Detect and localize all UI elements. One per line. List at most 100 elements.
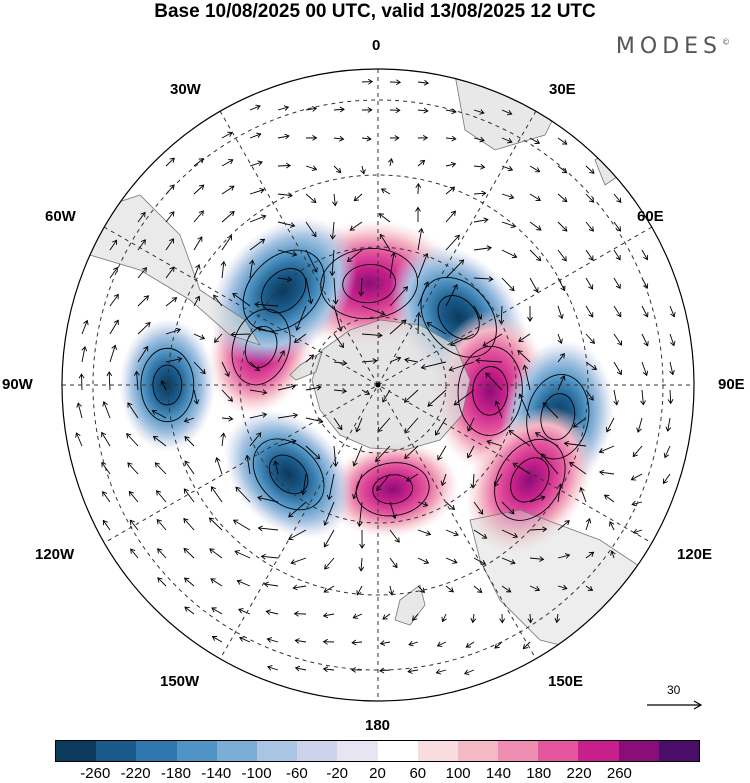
wind-arrow bbox=[641, 333, 649, 346]
chart-title: Base 10/08/2025 00 UTC, valid 13/08/2025… bbox=[154, 1, 596, 22]
colorbar-swatch bbox=[56, 741, 97, 761]
wind-arrow bbox=[417, 160, 425, 167]
wind-arrow bbox=[221, 159, 234, 167]
wind-arrow bbox=[137, 346, 149, 363]
wind-arrow bbox=[165, 297, 177, 307]
wind-arrow bbox=[156, 490, 167, 503]
wind-arrow bbox=[557, 554, 570, 559]
wind-arrow bbox=[165, 358, 182, 363]
wind-arrow bbox=[501, 137, 512, 143]
wind-arrow bbox=[233, 519, 251, 531]
wind-arrow bbox=[633, 529, 643, 534]
wind-arrow bbox=[246, 455, 251, 475]
colorbar-swatch bbox=[297, 741, 338, 761]
wind-arrow bbox=[613, 277, 621, 289]
wind-arrow bbox=[136, 371, 139, 391]
wind-arrow bbox=[408, 641, 419, 646]
wind-arrow bbox=[152, 410, 167, 419]
wind-arrow bbox=[417, 501, 428, 507]
wind-arrow bbox=[126, 433, 139, 447]
wind-arrow bbox=[517, 350, 531, 363]
wind-arrow bbox=[333, 417, 343, 430]
wind-arrow bbox=[249, 238, 265, 251]
wind-arrow bbox=[404, 389, 419, 403]
colorbar-swatch bbox=[96, 741, 137, 761]
wind-arrow bbox=[669, 389, 672, 404]
wind-arrow bbox=[129, 519, 139, 531]
streamline-contour bbox=[510, 457, 550, 503]
wind-arrow bbox=[380, 641, 391, 645]
brand-mark: © bbox=[722, 37, 730, 47]
wind-arrow bbox=[564, 442, 587, 447]
wind-arrow bbox=[437, 445, 447, 461]
wind-arrow bbox=[585, 361, 597, 370]
streamline-contour bbox=[526, 373, 590, 460]
wind-arrow bbox=[193, 236, 203, 251]
wind-arrow bbox=[193, 389, 198, 404]
wind-arrow bbox=[210, 578, 223, 587]
wind-arrow bbox=[249, 389, 267, 394]
wind-arrow bbox=[130, 548, 139, 559]
wind-arrow bbox=[529, 165, 540, 173]
wind-arrow bbox=[221, 417, 233, 420]
wind-arrow bbox=[193, 184, 205, 195]
wind-arrow bbox=[137, 239, 146, 251]
wind-arrow bbox=[231, 333, 251, 336]
wind-arrow bbox=[501, 249, 517, 258]
wind-arrow bbox=[193, 361, 206, 374]
wind-arrow bbox=[361, 333, 382, 336]
wind-arrow bbox=[237, 580, 251, 587]
wind-arrow bbox=[239, 637, 251, 643]
wind-arrow bbox=[184, 606, 195, 615]
wind-arrow bbox=[249, 105, 261, 111]
wind-arrow bbox=[445, 501, 455, 510]
wind-arrow bbox=[417, 585, 425, 593]
wind-arrow bbox=[356, 417, 363, 432]
wind-arrow bbox=[580, 487, 587, 503]
wind-arrow bbox=[183, 548, 195, 559]
wind-arrow bbox=[389, 557, 398, 568]
wind-arrow bbox=[102, 520, 111, 531]
wind-arrow bbox=[128, 491, 139, 503]
wind-arrow bbox=[157, 577, 167, 587]
wind-arrow bbox=[305, 445, 321, 460]
wind-arrow bbox=[193, 158, 204, 167]
wind-arrow bbox=[277, 193, 293, 197]
wind-arrow bbox=[585, 277, 593, 290]
wind-arrow bbox=[417, 109, 428, 112]
wind-arrow bbox=[184, 577, 195, 587]
wind-arrow bbox=[323, 613, 335, 617]
wind-arrow bbox=[529, 249, 542, 261]
wind-arrow bbox=[542, 402, 559, 419]
wind-arrow bbox=[585, 221, 594, 232]
wind-arrow bbox=[153, 435, 167, 447]
wind-arrow bbox=[529, 277, 539, 293]
label-lon-30e: 30E bbox=[549, 81, 576, 98]
colorbar-tick-label: -100 bbox=[241, 765, 272, 782]
wind-arrow bbox=[613, 389, 618, 405]
wind-arrow bbox=[212, 636, 223, 643]
label-lon-90w: 90W bbox=[2, 376, 33, 393]
colorbar-tick-label: -180 bbox=[160, 765, 191, 782]
wind-arrow bbox=[501, 221, 516, 227]
wind-arrow bbox=[333, 389, 347, 392]
streamline-contour bbox=[261, 268, 307, 314]
wind-arrow bbox=[234, 550, 251, 559]
wind-arrow bbox=[529, 528, 547, 531]
wind-arrow bbox=[669, 305, 675, 317]
streamline-contour bbox=[540, 393, 576, 441]
colorbar-tick-label: 140 bbox=[485, 765, 511, 782]
wind-arrow bbox=[485, 372, 503, 391]
colorbar-tick-label: -60 bbox=[286, 765, 308, 782]
wind-arrow bbox=[361, 137, 371, 140]
wind-arrow bbox=[157, 548, 167, 559]
streamline-contour bbox=[494, 438, 566, 521]
wind-arrow bbox=[427, 389, 447, 407]
wind-arrow bbox=[356, 585, 363, 596]
wind-arrow bbox=[254, 303, 279, 307]
wind-arrow bbox=[305, 277, 312, 304]
wind-arrow bbox=[381, 188, 391, 195]
wind-arrow bbox=[210, 486, 223, 503]
wind-arrow bbox=[193, 210, 204, 223]
wind-arrow bbox=[183, 518, 195, 531]
